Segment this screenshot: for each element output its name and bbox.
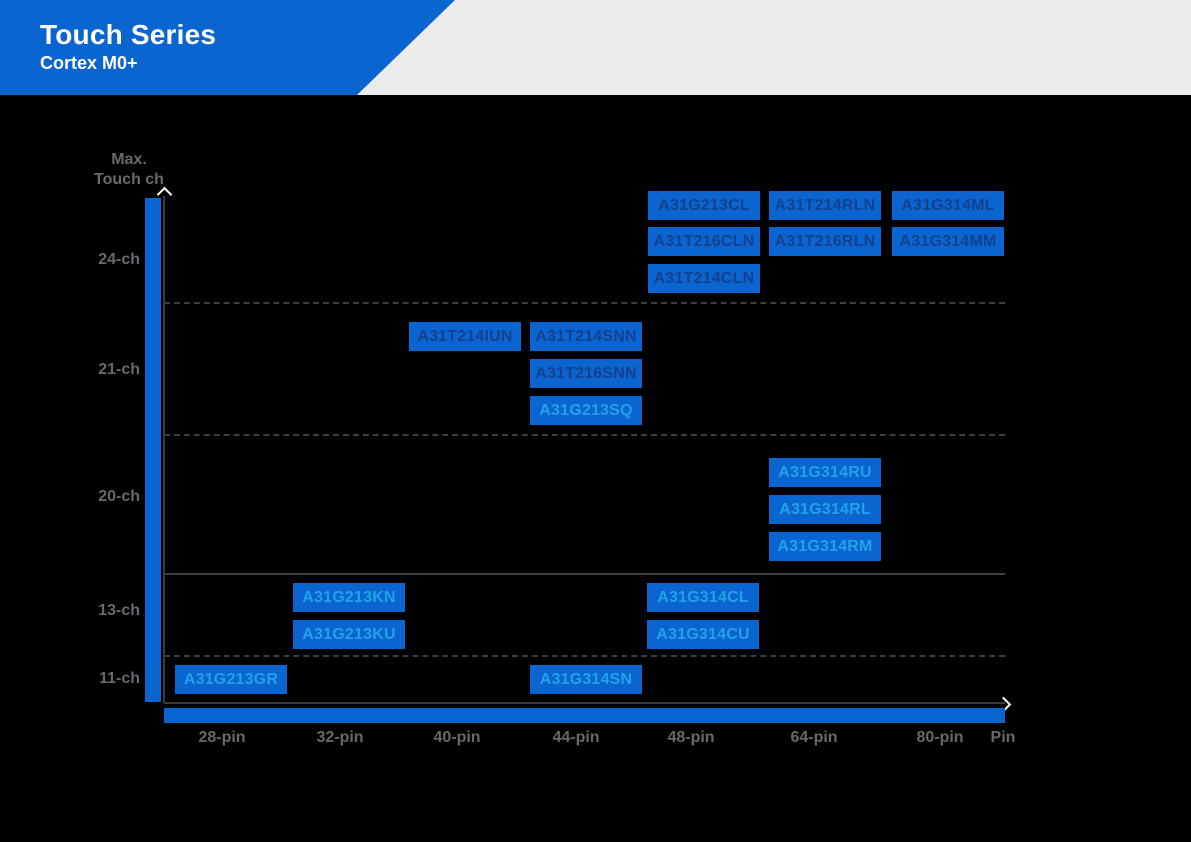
divider-line-4 bbox=[164, 655, 1005, 657]
chip-A31T216CLN: A31T216CLN bbox=[648, 227, 760, 256]
divider-line-3 bbox=[164, 573, 1005, 575]
x-tick-32-pin: 32-pin bbox=[316, 729, 364, 746]
row-label-13-ch: 13-ch bbox=[98, 602, 140, 619]
x-tick-40-pin: 40-pin bbox=[433, 729, 481, 746]
chip-A31G213CL: A31G213CL bbox=[648, 191, 760, 220]
chip-A31T214CLN: A31T214CLN bbox=[648, 264, 760, 293]
x-axis-unit-label: Pin bbox=[990, 729, 1016, 746]
chip-A31G314SN: A31G314SN bbox=[530, 665, 642, 694]
y-axis-title: Max. Touch ch bbox=[59, 150, 199, 190]
divider-line-2 bbox=[164, 434, 1005, 436]
x-axis-bar bbox=[164, 708, 1005, 723]
chip-A31G314RU: A31G314RU bbox=[769, 458, 881, 487]
y-axis-line bbox=[163, 196, 165, 703]
page-subtitle: Cortex M0+ bbox=[40, 53, 138, 73]
row-label-11-ch: 11-ch bbox=[99, 670, 140, 687]
chip-A31T214RLN: A31T214RLN bbox=[769, 191, 881, 220]
chip-A31G314MM: A31G314MM bbox=[892, 227, 1004, 256]
row-label-20-ch: 20-ch bbox=[98, 488, 140, 505]
chip-A31G213KN: A31G213KN bbox=[293, 583, 405, 612]
header-text: Touch Series Cortex M0+ bbox=[40, 19, 216, 75]
x-tick-64-pin: 64-pin bbox=[790, 729, 838, 746]
chip-A31T214IUN: A31T214IUN bbox=[409, 322, 521, 351]
y-axis-title-line2: Touch ch bbox=[94, 171, 164, 188]
x-tick-48-pin: 48-pin bbox=[667, 729, 715, 746]
chip-A31G213KU: A31G213KU bbox=[293, 620, 405, 649]
page-title: Touch Series bbox=[40, 19, 217, 50]
chip-A31G213SQ: A31G213SQ bbox=[530, 396, 642, 425]
x-tick-80-pin: 80-pin bbox=[916, 729, 964, 746]
row-label-21-ch: 21-ch bbox=[98, 361, 140, 378]
x-tick-28-pin: 28-pin bbox=[198, 729, 246, 746]
row-label-24-ch: 24-ch bbox=[98, 251, 140, 268]
chip-A31G314CU: A31G314CU bbox=[647, 620, 759, 649]
chip-A31T214SNN: A31T214SNN bbox=[530, 322, 642, 351]
chip-A31G213GR: A31G213GR bbox=[175, 665, 287, 694]
divider-line-1 bbox=[164, 302, 1005, 304]
chip-A31G314ML: A31G314ML bbox=[892, 191, 1004, 220]
chip-A31G314CL: A31G314CL bbox=[647, 583, 759, 612]
chip-A31G314RM: A31G314RM bbox=[769, 532, 881, 561]
header-banner: Touch Series Cortex M0+ bbox=[0, 0, 1191, 95]
chip-A31T216RLN: A31T216RLN bbox=[769, 227, 881, 256]
x-tick-44-pin: 44-pin bbox=[552, 729, 600, 746]
y-axis-bar bbox=[145, 198, 161, 702]
chip-A31G314RL: A31G314RL bbox=[769, 495, 881, 524]
x-axis-line bbox=[164, 702, 1005, 704]
y-axis-title-line1: Max. bbox=[111, 151, 147, 168]
chip-A31T216SNN: A31T216SNN bbox=[530, 359, 642, 388]
